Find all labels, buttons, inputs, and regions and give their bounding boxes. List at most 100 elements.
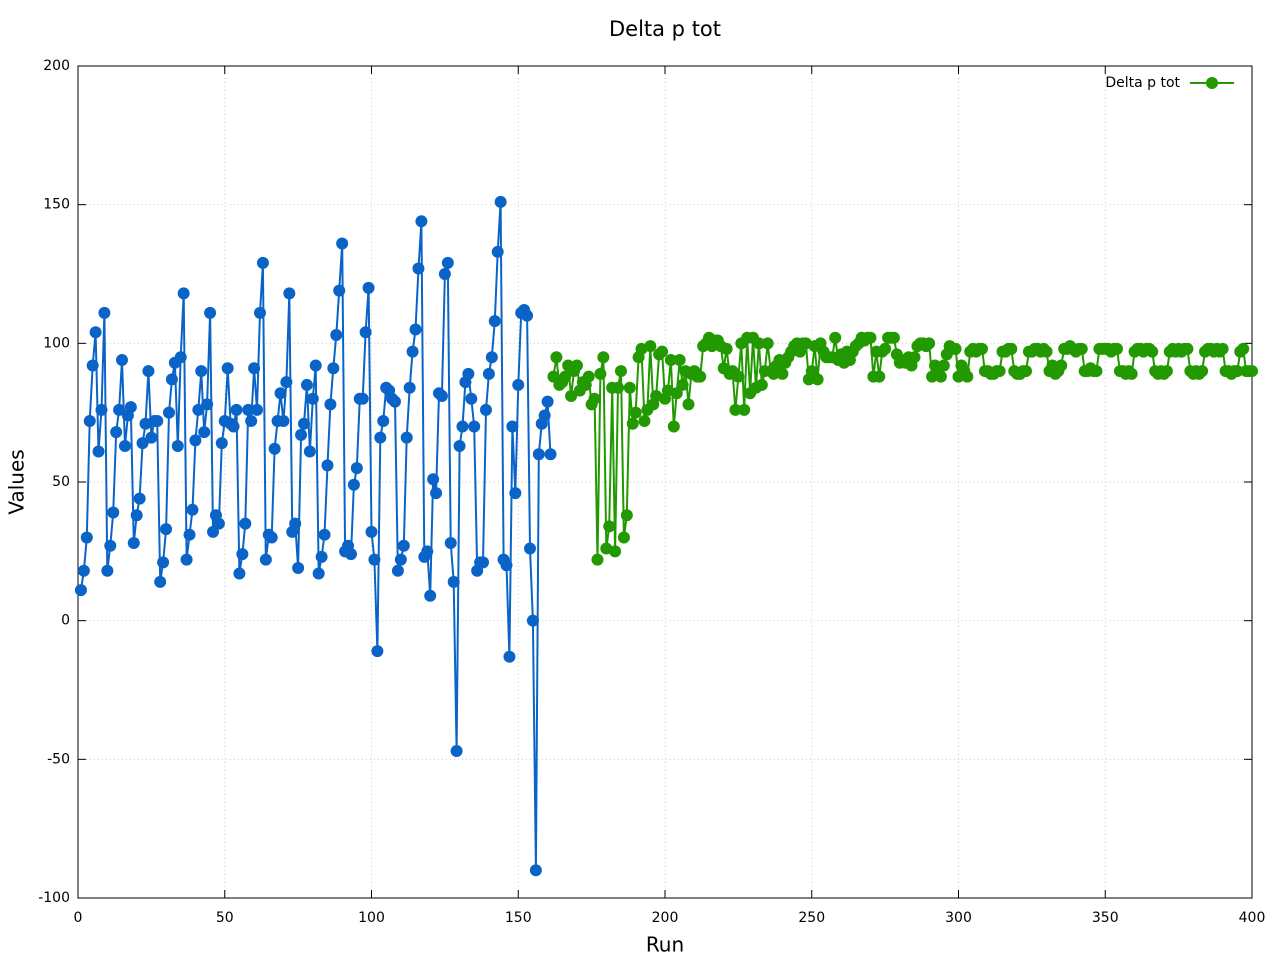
data-point bbox=[336, 237, 349, 250]
data-point bbox=[1146, 345, 1159, 358]
data-point bbox=[450, 745, 463, 758]
y-axis-label: Values bbox=[5, 449, 29, 514]
data-point bbox=[107, 506, 120, 519]
data-point bbox=[400, 431, 413, 444]
data-point bbox=[251, 403, 264, 416]
data-point bbox=[805, 365, 818, 378]
data-point bbox=[1055, 359, 1068, 372]
data-point bbox=[157, 556, 170, 569]
data-point bbox=[347, 478, 360, 491]
data-point bbox=[245, 414, 258, 427]
data-point bbox=[975, 342, 988, 355]
data-point bbox=[189, 434, 202, 447]
data-point bbox=[104, 539, 117, 552]
data-point bbox=[212, 517, 225, 530]
data-point bbox=[776, 367, 789, 380]
data-point bbox=[629, 406, 642, 419]
y-tick-label: 0 bbox=[61, 613, 70, 629]
data-point bbox=[565, 390, 578, 403]
data-point bbox=[409, 323, 422, 336]
data-point bbox=[77, 564, 90, 577]
data-point bbox=[300, 378, 313, 391]
data-point bbox=[324, 398, 337, 411]
data-point bbox=[171, 439, 184, 452]
data-point bbox=[873, 370, 886, 383]
data-point bbox=[949, 342, 962, 355]
data-point bbox=[468, 420, 481, 433]
data-point bbox=[160, 523, 173, 536]
data-point bbox=[183, 528, 196, 541]
data-point bbox=[761, 337, 774, 350]
data-point bbox=[444, 537, 457, 550]
data-point bbox=[656, 345, 669, 358]
data-point bbox=[1040, 345, 1053, 358]
data-point bbox=[638, 414, 651, 427]
data-point bbox=[215, 437, 228, 450]
data-point bbox=[292, 561, 305, 574]
x-tick-label: 100 bbox=[358, 910, 385, 926]
data-point bbox=[597, 351, 610, 364]
data-point bbox=[462, 367, 475, 380]
y-tick-label: 200 bbox=[43, 58, 70, 74]
data-point bbox=[242, 403, 255, 416]
data-point bbox=[1125, 367, 1138, 380]
data-point bbox=[491, 245, 504, 258]
data-point bbox=[233, 567, 246, 580]
data-point bbox=[236, 548, 249, 561]
data-point bbox=[295, 428, 308, 441]
data-point bbox=[256, 256, 269, 269]
data-point bbox=[403, 381, 416, 394]
data-point bbox=[506, 420, 519, 433]
data-point bbox=[512, 378, 525, 391]
data-point bbox=[406, 345, 419, 358]
data-point bbox=[623, 381, 636, 394]
data-point bbox=[908, 351, 921, 364]
legend-label: Delta p tot bbox=[1105, 75, 1180, 91]
data-point bbox=[265, 531, 278, 544]
data-point bbox=[124, 401, 137, 414]
x-tick-label: 200 bbox=[652, 910, 679, 926]
data-point bbox=[297, 417, 310, 430]
data-point bbox=[374, 431, 387, 444]
data-point bbox=[626, 417, 639, 430]
data-point bbox=[198, 426, 211, 439]
data-point bbox=[98, 306, 111, 319]
data-point bbox=[1246, 365, 1258, 378]
data-point bbox=[1020, 365, 1033, 378]
data-point bbox=[397, 539, 410, 552]
data-point bbox=[667, 420, 680, 433]
data-point bbox=[1110, 342, 1123, 355]
data-point bbox=[1196, 365, 1209, 378]
data-point bbox=[521, 309, 534, 322]
data-point bbox=[391, 564, 404, 577]
data-point bbox=[330, 329, 343, 342]
data-point bbox=[829, 331, 842, 344]
data-point bbox=[350, 462, 363, 475]
data-point bbox=[1160, 365, 1173, 378]
data-point bbox=[133, 492, 146, 505]
data-point bbox=[494, 195, 507, 208]
data-point bbox=[570, 359, 583, 372]
data-point bbox=[368, 553, 381, 566]
data-point bbox=[309, 359, 322, 372]
data-point bbox=[559, 370, 572, 383]
data-point bbox=[1231, 365, 1244, 378]
data-point bbox=[541, 395, 554, 408]
x-tick-label: 0 bbox=[74, 910, 83, 926]
data-point bbox=[447, 575, 460, 588]
x-tick-label: 400 bbox=[1239, 910, 1266, 926]
data-point bbox=[430, 487, 443, 500]
data-point bbox=[192, 403, 205, 416]
data-point bbox=[603, 520, 616, 533]
x-tick-label: 350 bbox=[1092, 910, 1119, 926]
y-tick-label: 100 bbox=[43, 335, 70, 351]
data-point bbox=[312, 567, 325, 580]
data-point bbox=[113, 403, 126, 416]
data-point bbox=[1005, 342, 1018, 355]
x-tick-label: 50 bbox=[216, 910, 234, 926]
data-point bbox=[538, 409, 551, 422]
data-point bbox=[253, 306, 266, 319]
data-point bbox=[136, 437, 149, 450]
data-point bbox=[356, 392, 369, 405]
data-point bbox=[923, 337, 936, 350]
